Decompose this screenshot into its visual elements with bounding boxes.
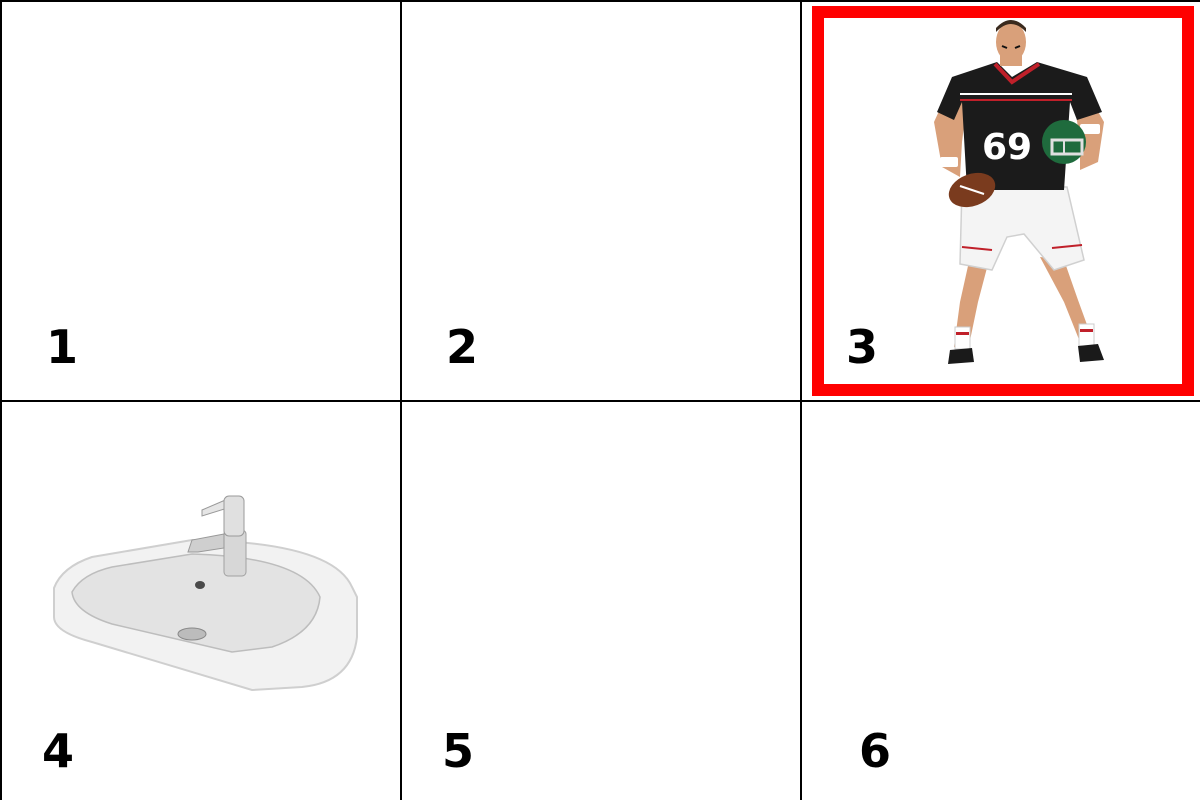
bathroom-sink-image bbox=[53, 495, 358, 692]
grid-tile-3[interactable]: 69 3 bbox=[800, 0, 1200, 400]
tile-number: 5 bbox=[442, 724, 475, 778]
football-player-image: 69 bbox=[934, 20, 1104, 364]
jersey-number: 69 bbox=[982, 127, 1032, 168]
grid-tile-1[interactable]: 1 bbox=[0, 0, 400, 400]
grid-tile-4[interactable]: 4 bbox=[0, 400, 400, 800]
grid-tile-2[interactable]: 2 bbox=[400, 0, 800, 400]
grid-tile-5[interactable]: 5 bbox=[400, 400, 800, 800]
tile-number: 4 bbox=[42, 724, 75, 778]
tile-number: 6 bbox=[859, 724, 892, 778]
grid-tile-6[interactable]: 6 bbox=[800, 400, 1200, 800]
tile-number: 3 bbox=[846, 320, 879, 374]
tile-number: 1 bbox=[46, 320, 79, 374]
tile-number: 2 bbox=[446, 320, 479, 374]
